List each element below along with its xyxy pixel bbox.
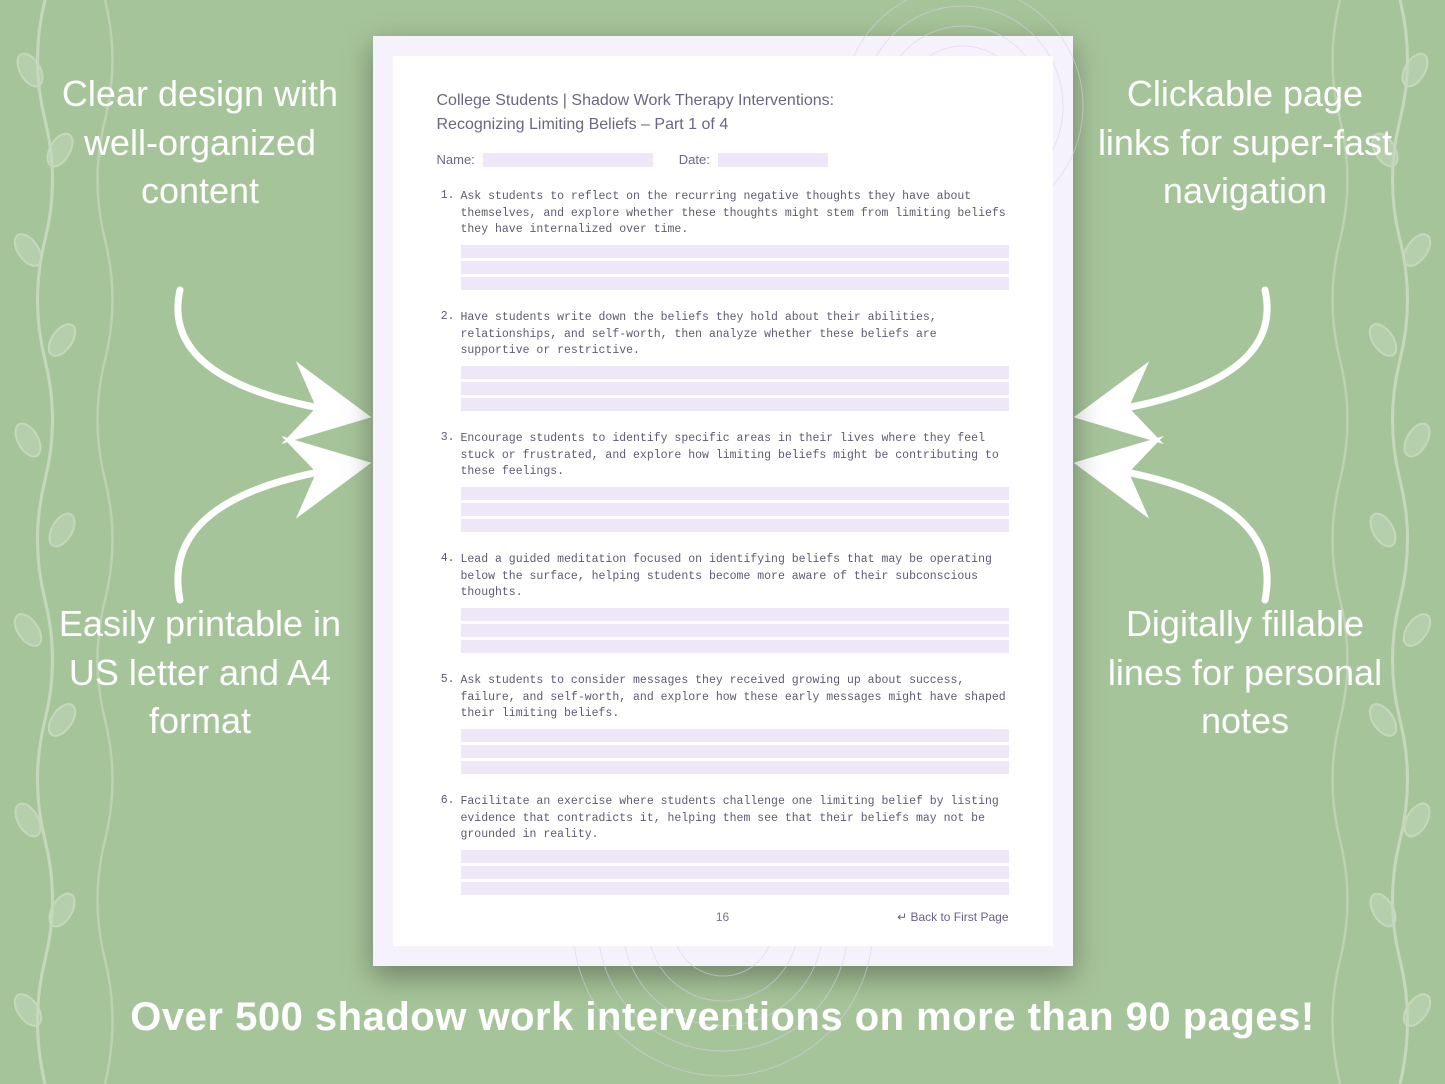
date-field-blank[interactable] <box>718 153 828 167</box>
question-number: 1. <box>437 189 455 239</box>
question-text: Lead a guided meditation focused on iden… <box>461 552 1009 602</box>
fillable-line[interactable] <box>461 277 1009 290</box>
question-item: 5.Ask students to consider messages they… <box>437 673 1009 774</box>
fillable-line[interactable] <box>461 519 1009 532</box>
question-item: 4.Lead a guided meditation focused on id… <box>437 552 1009 653</box>
question-text: Ask students to reflect on the recurring… <box>461 189 1009 239</box>
answer-lines[interactable] <box>461 245 1009 290</box>
fillable-line[interactable] <box>461 366 1009 379</box>
doc-meta-row: Name: Date: <box>437 152 1009 167</box>
bottom-banner: Over 500 shadow work interventions on mo… <box>0 995 1445 1040</box>
fillable-line[interactable] <box>461 640 1009 653</box>
page-number: 16 <box>716 910 729 924</box>
fillable-line[interactable] <box>461 761 1009 774</box>
document-preview: College Students | Shadow Work Therapy I… <box>373 36 1073 966</box>
infographic-stage: Clear design with well-organized content… <box>0 0 1445 1084</box>
question-text: Have students write down the beliefs the… <box>461 310 1009 360</box>
callout-top-right: Clickable page links for super-fast navi… <box>1095 70 1395 216</box>
arrow-icon <box>1075 280 1295 440</box>
fillable-line[interactable] <box>461 245 1009 258</box>
answer-lines[interactable] <box>461 608 1009 653</box>
back-to-first-page-link[interactable]: ↵ Back to First Page <box>897 910 1008 924</box>
fillable-line[interactable] <box>461 608 1009 621</box>
question-text: Facilitate an exercise where students ch… <box>461 794 1009 844</box>
fillable-line[interactable] <box>461 398 1009 411</box>
doc-heading-line1: College Students | Shadow Work Therapy I… <box>437 92 1009 110</box>
question-text: Ask students to consider messages they r… <box>461 673 1009 723</box>
question-number: 6. <box>437 794 455 844</box>
answer-lines[interactable] <box>461 366 1009 411</box>
date-label: Date: <box>679 152 710 167</box>
fillable-line[interactable] <box>461 882 1009 895</box>
fillable-line[interactable] <box>461 729 1009 742</box>
question-text: Encourage students to identify specific … <box>461 431 1009 481</box>
name-field-blank[interactable] <box>483 153 653 167</box>
fillable-line[interactable] <box>461 487 1009 500</box>
callout-bottom-left: Easily printable in US letter and A4 for… <box>50 600 350 746</box>
question-number: 3. <box>437 431 455 481</box>
question-list: 1.Ask students to reflect on the recurri… <box>437 189 1009 895</box>
arrow-icon <box>1075 440 1295 610</box>
callout-top-left: Clear design with well-organized content <box>50 70 350 216</box>
answer-lines[interactable] <box>461 729 1009 774</box>
fillable-line[interactable] <box>461 745 1009 758</box>
fillable-line[interactable] <box>461 382 1009 395</box>
fillable-line[interactable] <box>461 866 1009 879</box>
question-number: 2. <box>437 310 455 360</box>
question-item: 3.Encourage students to identify specifi… <box>437 431 1009 532</box>
callout-bottom-right: Digitally fillable lines for personal no… <box>1095 600 1395 746</box>
fillable-line[interactable] <box>461 624 1009 637</box>
fillable-line[interactable] <box>461 850 1009 863</box>
name-label: Name: <box>437 152 475 167</box>
arrow-icon <box>150 280 370 440</box>
answer-lines[interactable] <box>461 487 1009 532</box>
fillable-line[interactable] <box>461 261 1009 274</box>
arrow-icon <box>150 440 370 610</box>
question-number: 4. <box>437 552 455 602</box>
question-item: 1.Ask students to reflect on the recurri… <box>437 189 1009 290</box>
question-item: 6.Facilitate an exercise where students … <box>437 794 1009 895</box>
document-page: College Students | Shadow Work Therapy I… <box>393 56 1053 946</box>
question-item: 2.Have students write down the beliefs t… <box>437 310 1009 411</box>
doc-heading-line2: Recognizing Limiting Beliefs – Part 1 of… <box>437 116 1009 134</box>
answer-lines[interactable] <box>461 850 1009 895</box>
question-number: 5. <box>437 673 455 723</box>
fillable-line[interactable] <box>461 503 1009 516</box>
